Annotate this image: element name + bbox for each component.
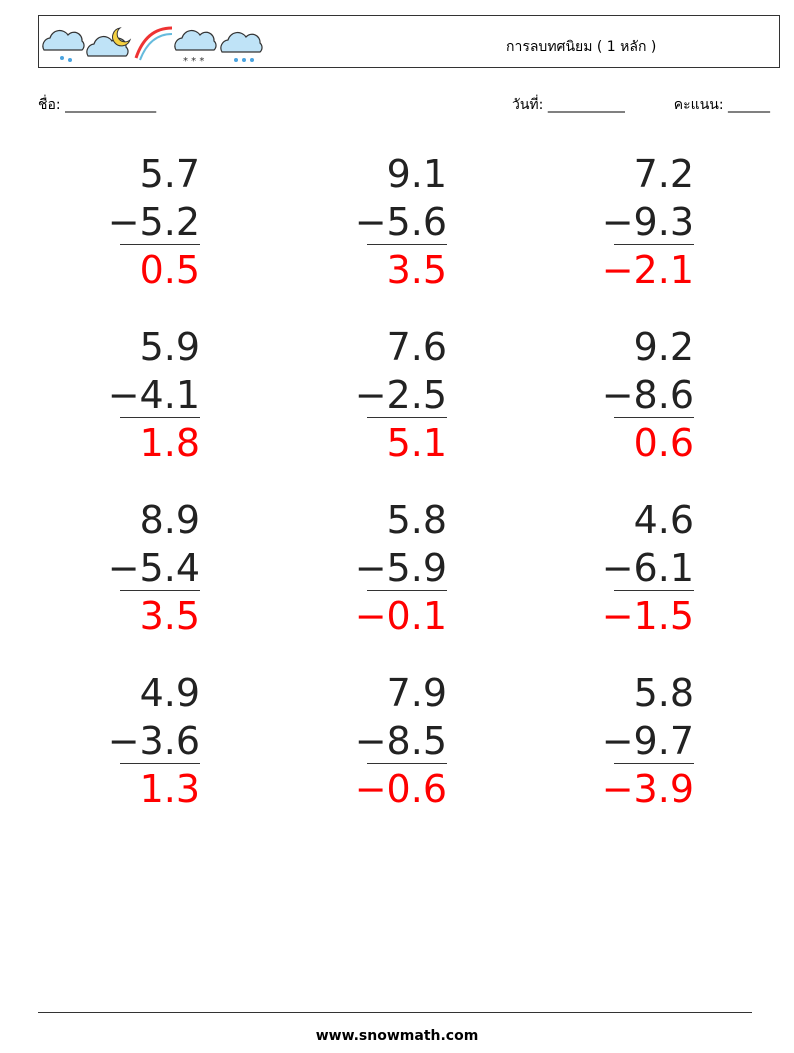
footer-rule (38, 1012, 752, 1013)
subtrahend: −6.1 (601, 546, 694, 590)
answer-line (120, 590, 200, 591)
answer: −1.5 (601, 594, 694, 638)
answer-line (367, 763, 447, 764)
answer-line (120, 417, 200, 418)
answer: 0.6 (633, 421, 694, 465)
minuend: 8.9 (139, 498, 200, 542)
subtrahend: −9.7 (601, 719, 694, 763)
subtrahend: −5.4 (107, 546, 200, 590)
footer-site: www.snowmath.com (315, 1028, 479, 1044)
answer: −3.9 (601, 767, 694, 811)
answer: 0.5 (139, 248, 200, 292)
subtrahend: −5.2 (107, 200, 200, 244)
subtrahend: −2.5 (354, 373, 447, 417)
minuend: 4.9 (139, 671, 200, 715)
subtrahend: −8.6 (601, 373, 694, 417)
answer-line (614, 763, 694, 764)
subtrahend: −5.9 (354, 546, 447, 590)
name-field: ชื่อ: _____________ (38, 97, 157, 113)
header-box (38, 15, 780, 68)
answer-line (614, 244, 694, 245)
date-field: วันที่: ___________ (512, 97, 625, 113)
title: การลบทศนิยม ( 1 หลัก ) (506, 39, 657, 55)
weather-icons: * * * (42, 26, 263, 66)
subtrahend: −9.3 (601, 200, 694, 244)
subtrahend: −4.1 (107, 373, 200, 417)
answer: 1.3 (139, 767, 200, 811)
subtrahend: −8.5 (354, 719, 447, 763)
answer: 5.1 (386, 421, 447, 465)
minuend: 9.1 (386, 152, 447, 196)
subtrahend: −5.6 (354, 200, 447, 244)
answer: 3.5 (386, 248, 447, 292)
minuend: 4.6 (633, 498, 694, 542)
answer: −0.6 (354, 767, 447, 811)
minuend: 7.9 (386, 671, 447, 715)
answer: −2.1 (601, 248, 694, 292)
answer-line (367, 244, 447, 245)
answer-line (120, 763, 200, 764)
answer-line (614, 417, 694, 418)
answer: 1.8 (139, 421, 200, 465)
minuend: 5.7 (139, 152, 200, 196)
answer-line (367, 417, 447, 418)
answer-line (367, 590, 447, 591)
minuend: 5.8 (386, 498, 447, 542)
answer: 3.5 (139, 594, 200, 638)
svg-text:* * *: * * * (183, 56, 204, 66)
score-field: คะแนน: ______ (673, 97, 770, 113)
answer: −0.1 (354, 594, 447, 638)
answer-line (120, 244, 200, 245)
minuend: 9.2 (633, 325, 694, 369)
answer-line (614, 590, 694, 591)
minuend: 7.6 (386, 325, 447, 369)
minuend: 7.2 (633, 152, 694, 196)
minuend: 5.8 (633, 671, 694, 715)
subtrahend: −3.6 (107, 719, 200, 763)
minuend: 5.9 (139, 325, 200, 369)
